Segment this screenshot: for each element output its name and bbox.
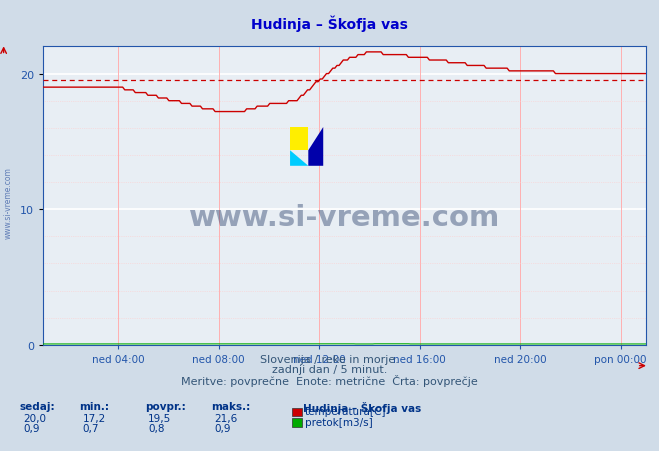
Text: min.:: min.: (79, 401, 109, 411)
Text: pretok[m3/s]: pretok[m3/s] (305, 417, 373, 427)
Text: zadnji dan / 5 minut.: zadnji dan / 5 minut. (272, 364, 387, 374)
Text: Meritve: povprečne  Enote: metrične  Črta: povprečje: Meritve: povprečne Enote: metrične Črta:… (181, 374, 478, 386)
Text: maks.:: maks.: (211, 401, 250, 411)
Text: 20,0: 20,0 (23, 413, 46, 423)
Text: 0,9: 0,9 (23, 423, 40, 433)
Text: Slovenija / reke in morje.: Slovenija / reke in morje. (260, 354, 399, 364)
Text: 0,7: 0,7 (82, 423, 99, 433)
Polygon shape (290, 151, 308, 166)
Text: Hudinja – Škofja vas: Hudinja – Škofja vas (303, 401, 421, 414)
Text: 19,5: 19,5 (148, 413, 171, 423)
Text: povpr.:: povpr.: (145, 401, 186, 411)
Text: Hudinja – Škofja vas: Hudinja – Škofja vas (251, 16, 408, 32)
Text: 0,9: 0,9 (214, 423, 231, 433)
Text: 0,8: 0,8 (148, 423, 165, 433)
Text: 17,2: 17,2 (82, 413, 105, 423)
Text: www.si-vreme.com: www.si-vreme.com (4, 167, 13, 239)
Text: 21,6: 21,6 (214, 413, 237, 423)
Text: sedaj:: sedaj: (20, 401, 55, 411)
Text: www.si-vreme.com: www.si-vreme.com (188, 203, 500, 231)
Polygon shape (308, 128, 323, 166)
Text: temperatura[C]: temperatura[C] (305, 406, 387, 416)
Bar (290, 128, 308, 151)
